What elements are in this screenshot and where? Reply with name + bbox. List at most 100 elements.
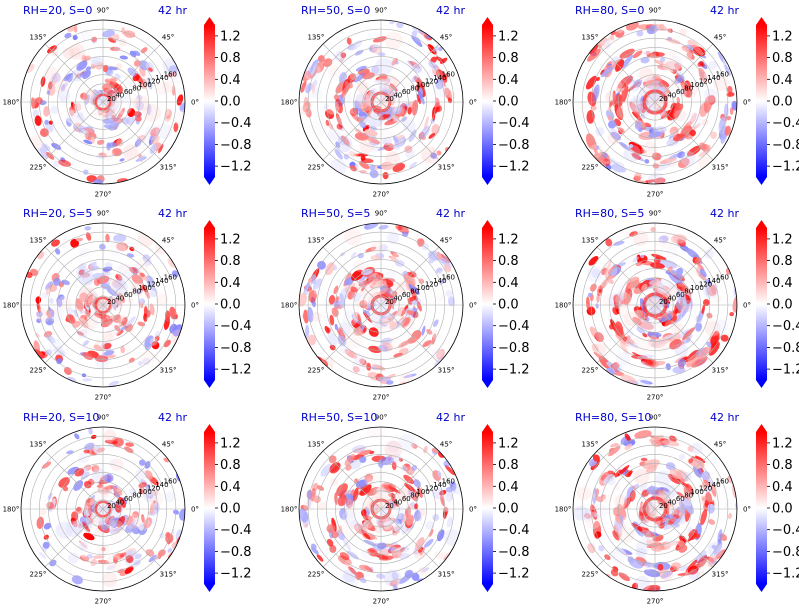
angular-gridline [322,450,382,510]
polar-panel: 0°45°90°135°180°225°270°315°20 40 60 801001… [281,411,530,606]
colorbar: 1.2 0.8 0.4 0.0 −0.4 −0.8 −1.2 [204,220,252,388]
angle-tick-label: 45° [714,33,726,41]
angle-tick-label: 270° [95,191,112,199]
angular-gridline [322,508,382,568]
angular-gridline [44,43,104,103]
panel-title: RH=50, S=0 [301,4,370,17]
angle-tick-label: 135° [307,236,324,244]
colorbar-tick-label: −0.8 [220,341,252,356]
angle-tick-label: 45° [714,440,726,448]
colorbar-tick-label: 0.4 [772,480,793,495]
angle-tick-label: 270° [647,598,664,606]
radial-tick-label: 140 [155,277,168,285]
colorbar-tick-label: 0.4 [220,276,241,291]
panel-title: RH=20, S=0 [23,4,92,17]
polar-frame [298,19,464,185]
radial-tick-label: 100 [138,284,151,292]
radial-tick-label: 20 [107,298,116,306]
radial-tick-label: 120 [147,485,160,493]
colorbar-gradient [482,432,493,584]
angular-gridline [44,508,104,568]
angle-tick-label: 270° [95,394,112,402]
radial-tick-label: 100 [138,488,151,496]
colorbar-tick-label: 1.2 [220,232,241,247]
radial-tick-label: 80 [410,288,419,296]
angle-tick-label: 45° [162,440,174,448]
angle-tick-label: 135° [29,33,46,41]
angular-gridline [596,43,656,103]
colorbar-tick-label: 0.8 [772,254,793,269]
angular-gridline [44,101,104,161]
colorbar-tick-label: 0.4 [220,480,241,495]
radial-tick-label: 40 [667,499,676,507]
colorbar-tick-label: 0.4 [498,73,519,88]
radial-tick-label: 100 [138,81,151,89]
colorbar-tick-label: −0.4 [220,523,252,538]
angle-tick-label: 90° [649,7,661,15]
colorbar-gradient [756,228,767,380]
radial-tick-label: 160 [164,274,177,282]
panel-time-label: 42 hr [158,411,187,424]
angle-tick-label: 270° [647,191,664,199]
radial-tick-label: 160 [442,478,455,486]
colorbar-tick-label: −1.2 [772,160,799,175]
angular-gridline [596,101,656,161]
colorbar-tick-label: −0.8 [220,138,252,153]
radial-tick-label: 140 [707,481,720,489]
angular-gridline [102,508,162,568]
angular-gridline [380,43,440,103]
angle-tick-label: 180° [3,302,20,310]
angle-tick-label: 270° [373,394,390,402]
radial-tick-label: 140 [707,74,720,82]
angle-tick-label: 270° [373,191,390,199]
colorbar-tick-label: 0.0 [772,298,793,313]
angle-tick-label: 315° [438,164,455,172]
radial-tick-label: 20 [659,95,668,103]
angle-tick-label: 135° [29,440,46,448]
colorbar-tick-label: −1.2 [498,160,530,175]
colorbar-tick-label: 0.4 [220,73,241,88]
angle-tick-label: 90° [375,414,387,422]
colorbar-extend-min [756,584,767,592]
radial-tick-label: 60 [676,495,685,503]
colorbar-extend-min [204,177,215,185]
radial-tick-label: 140 [707,277,720,285]
colorbar-tick-label: −0.4 [498,116,530,131]
angle-tick-label: 225° [581,571,598,579]
polar-panel: 0°45°90°135°180°225°270°315°20 40 60 801001… [3,207,252,402]
angle-tick-label: 225° [29,164,46,172]
colorbar: 1.2 0.8 0.4 0.0 −0.4 −0.8 −1.2 [756,17,799,185]
colorbar-tick-label: 1.2 [220,436,241,451]
radial-tick-label: 20 [385,502,394,510]
colorbar-tick-label: 1.2 [772,29,793,44]
radial-tick-label: 20 [385,95,394,103]
colorbar-tick-label: −1.2 [498,363,530,378]
radial-tick-label: 40 [115,499,124,507]
radial-tick-label: 120 [425,78,438,86]
polar-panel: 0°45°90°135°180°225°270°315°20 40 60 801001… [555,4,799,199]
colorbar-extend-min [756,380,767,388]
angle-tick-label: 90° [97,210,109,218]
angle-tick-label: 45° [162,33,174,41]
radial-tick-label: 160 [716,478,729,486]
colorbar-tick-label: 0.8 [772,51,793,66]
angular-gridline [654,508,714,568]
radial-tick-label: 80 [132,85,141,93]
angular-gridline [654,450,714,510]
polar-panel: 0°45°90°135°180°225°270°315°20 40 60 801001… [3,4,252,199]
colorbar-tick-label: 0.8 [772,458,793,473]
colorbar-tick-label: −0.4 [772,319,799,334]
radial-tick-label: 20 [107,95,116,103]
polar-frame [298,426,464,592]
panel-title: RH=50, S=5 [301,207,370,220]
colorbar-tick-label: −1.2 [498,567,530,582]
radial-tick-label: 120 [425,485,438,493]
angle-tick-label: 225° [307,367,324,375]
colorbar-tick-label: −0.8 [498,341,530,356]
colorbar-tick-label: 1.2 [498,436,519,451]
colorbar-tick-label: −0.4 [772,523,799,538]
angle-tick-label: 135° [307,440,324,448]
colorbar-extend-min [204,380,215,388]
polar-frame [20,426,186,592]
colorbar-tick-label: 0.0 [498,502,519,517]
